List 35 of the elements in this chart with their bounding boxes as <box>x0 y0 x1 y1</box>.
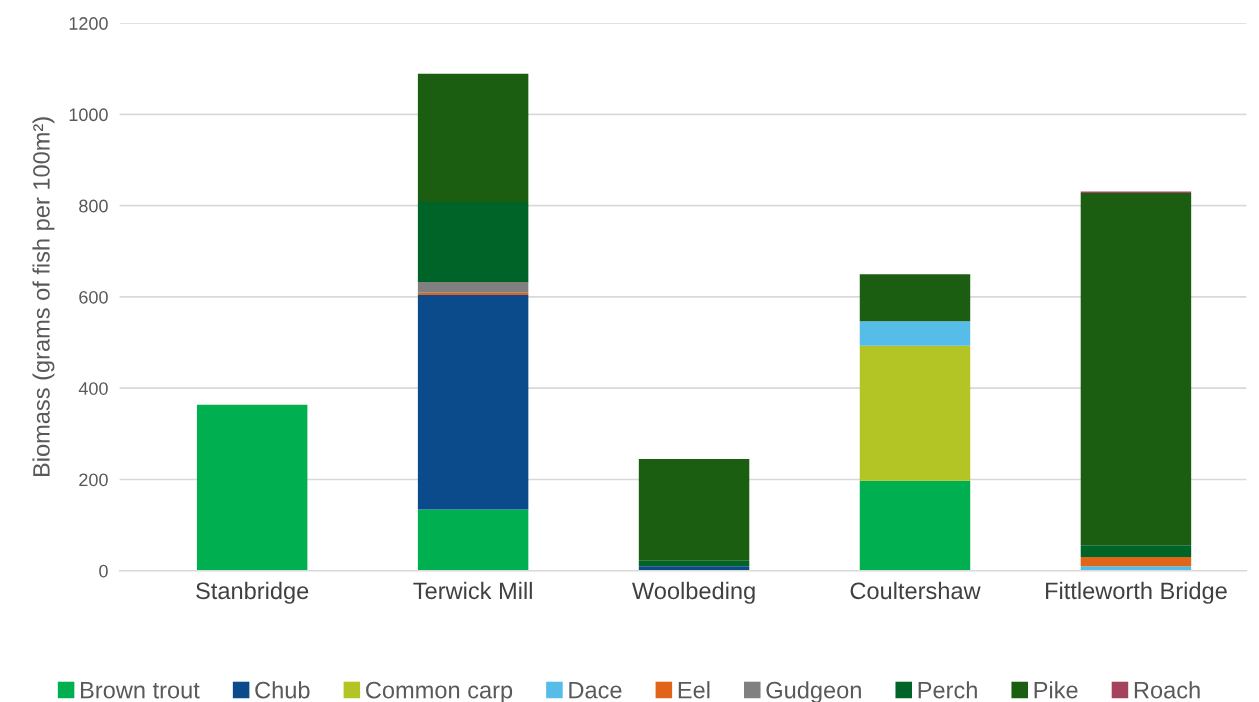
legend-label: Brown trout <box>81 682 200 699</box>
y-tick-label: 400 <box>78 382 108 395</box>
legend-label: Pike <box>1034 681 1078 699</box>
bar <box>638 560 750 567</box>
y-tick-label: 0 <box>99 564 108 578</box>
bar <box>859 274 971 322</box>
x-tick-label: Terwick Mill <box>413 581 532 600</box>
bar <box>417 509 529 571</box>
bar <box>859 345 971 481</box>
x-tick-label: Stanbridge <box>196 581 309 604</box>
y-tick-label: 800 <box>79 199 108 213</box>
y-tick-label: 1200 <box>69 17 108 30</box>
bar <box>859 480 971 571</box>
x-tick-label: Coultershaw <box>850 581 981 600</box>
x-tick-label: Fittleworth Bridge <box>1046 581 1227 604</box>
y-tick-label: 600 <box>79 290 108 304</box>
y-tick-label: 200 <box>79 473 108 487</box>
legend-label: Perch <box>918 681 977 699</box>
bar <box>417 202 529 282</box>
y-tick-label: 1000 <box>69 108 108 122</box>
legend-label: Roach <box>1134 681 1200 699</box>
bar <box>859 321 971 346</box>
bar <box>1080 545 1192 558</box>
bar <box>417 281 529 293</box>
bar <box>638 458 750 561</box>
bar <box>417 73 529 203</box>
bar <box>196 404 308 571</box>
bar <box>1080 192 1192 546</box>
y-axis-title: Biomass (grams of fish per 100m²) <box>32 117 55 477</box>
legend-label: Chub <box>255 681 310 699</box>
bar <box>417 295 529 510</box>
legend-label: Eel <box>678 681 710 699</box>
legend-label: Dace <box>569 682 622 699</box>
bar <box>1080 557 1192 567</box>
x-tick-label: Woolbeding <box>632 581 755 604</box>
